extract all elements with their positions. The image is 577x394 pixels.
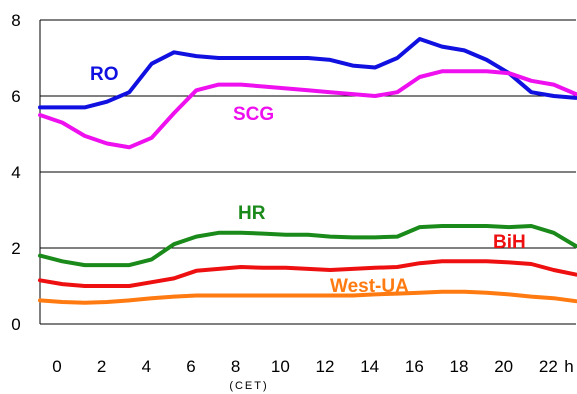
x-axis-unit-label: h: [564, 357, 573, 376]
x-tick-label: 18: [450, 357, 469, 376]
series-label-bih: BiH: [493, 232, 526, 253]
series-label-scg: SCG: [233, 104, 274, 125]
y-axis-ticks: 0 2 4 6 8: [11, 11, 20, 334]
x-tick-label: 12: [316, 357, 335, 376]
x-tick-label: 22: [539, 357, 558, 376]
x-tick-label: 20: [494, 357, 513, 376]
series-line-west-ua: [40, 292, 576, 303]
series-label-ro: RO: [90, 64, 119, 85]
series-lines: [40, 39, 576, 303]
x-axis-ticks: 0 2 4 6 8 10 12 14 16 18 20 22: [52, 357, 558, 376]
x-tick-label: 0: [52, 357, 61, 376]
x-tick-label: 14: [360, 357, 379, 376]
x-tick-label: 10: [271, 357, 290, 376]
x-tick-label: 2: [97, 357, 106, 376]
x-tick-label: 4: [142, 357, 151, 376]
x-tick-label: 16: [405, 357, 424, 376]
x-tick-label: 6: [186, 357, 195, 376]
series-label-hr: HR: [238, 203, 266, 224]
y-tick-label: 4: [11, 163, 20, 182]
x-tick-label: 8: [231, 357, 240, 376]
y-tick-label: 0: [11, 315, 20, 334]
y-tick-label: 2: [11, 239, 20, 258]
y-tick-label: 8: [11, 11, 20, 30]
x-axis-sublabel: (CET): [229, 380, 268, 392]
y-tick-label: 6: [11, 87, 20, 106]
series-label-west-ua: West-UA: [330, 276, 409, 297]
series-line-scg: [40, 71, 576, 147]
